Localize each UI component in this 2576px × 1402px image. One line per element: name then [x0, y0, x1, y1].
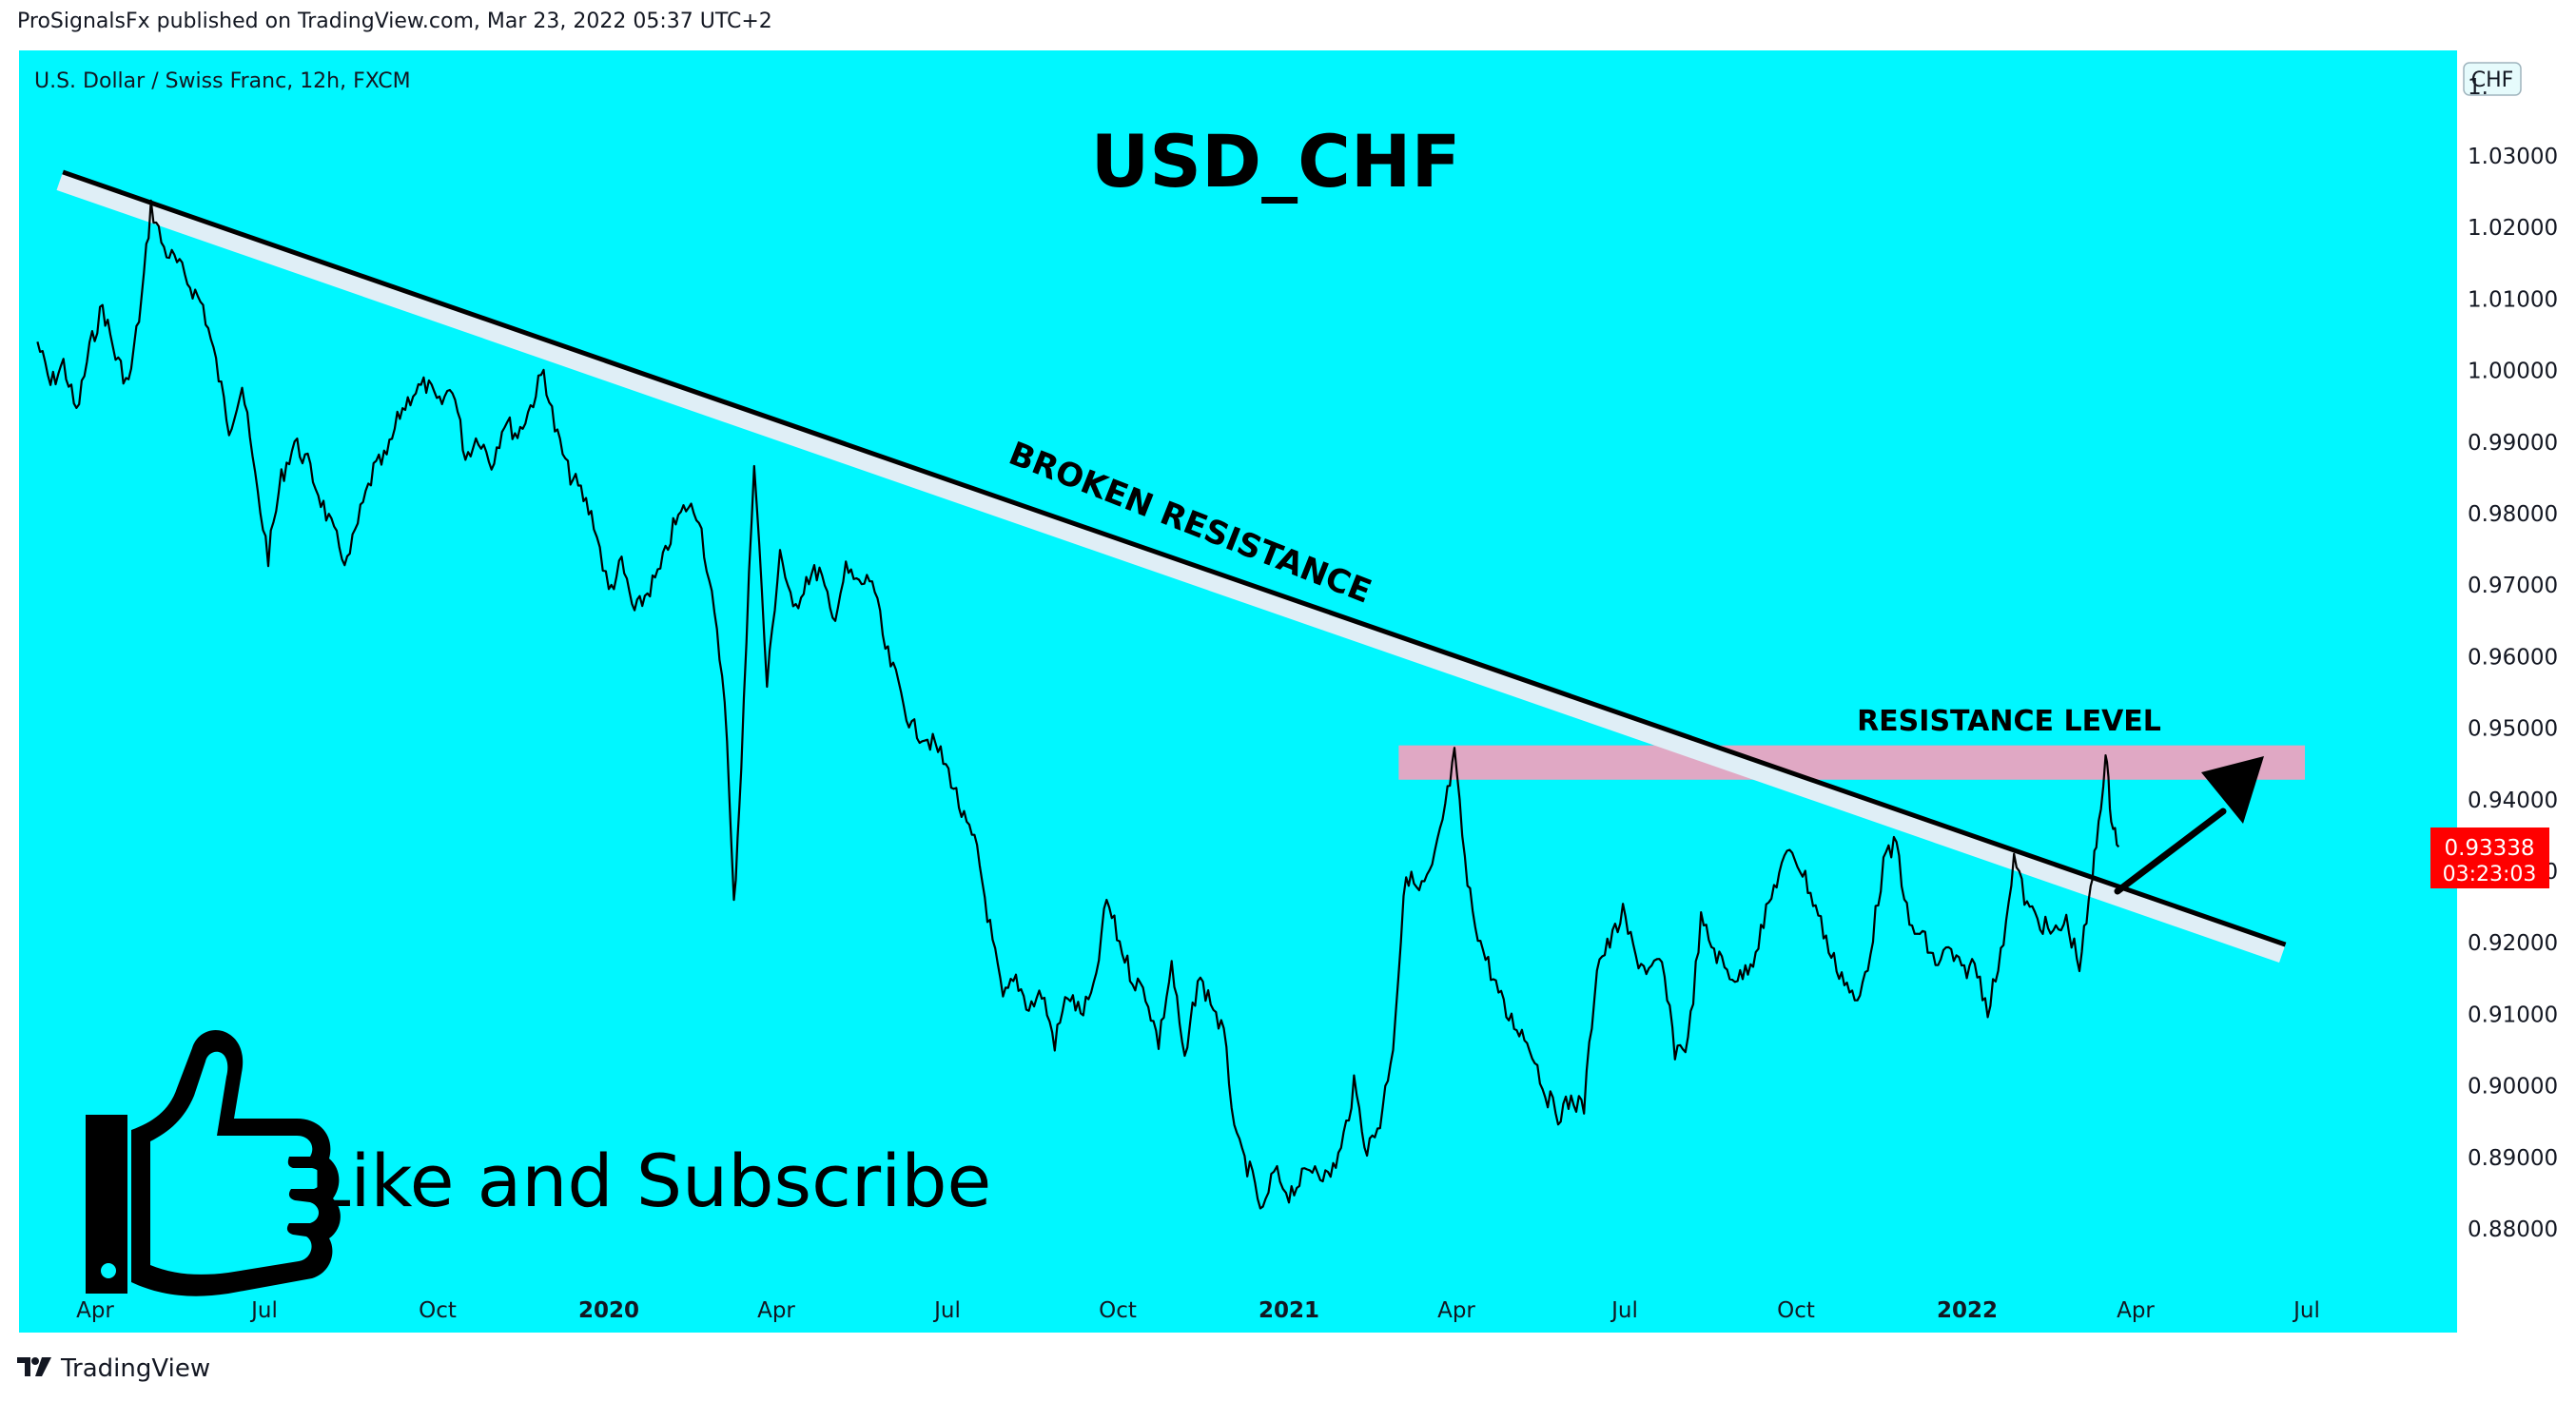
y-tick-label: 0.92000 — [2468, 931, 2558, 956]
x-tick-label: Jul — [932, 1298, 961, 1323]
y-tick-label: 0.91000 — [2468, 1003, 2558, 1027]
y-tick-label: 0.88000 — [2468, 1217, 2558, 1242]
x-tick-label: Jul — [2292, 1298, 2320, 1323]
x-tick-label: Jul — [249, 1298, 278, 1323]
currency-badge[interactable]: CHF — [2463, 62, 2522, 96]
resistance-zone-group — [1398, 745, 2306, 780]
x-tick-label: Apr — [76, 1298, 114, 1323]
current-price-tag: 0.93338 03:23:03 — [2430, 828, 2549, 888]
y-tick-label: 0.89000 — [2468, 1146, 2558, 1171]
thumbs-up-icon — [86, 1029, 341, 1296]
y-tick-label: 0.96000 — [2468, 645, 2558, 670]
x-tick-label: Oct — [1099, 1298, 1137, 1323]
y-tick-label: 0.98000 — [2468, 502, 2558, 527]
y-tick-label: 1.03000 — [2468, 145, 2558, 169]
y-tick-label: 1.02000 — [2468, 216, 2558, 241]
y-tick-label: 0.97000 — [2468, 574, 2558, 598]
price-scale[interactable] — [2457, 50, 2559, 1333]
current-price-countdown: 03:23:03 — [2443, 863, 2537, 886]
price-series-group — [36, 199, 2120, 1210]
y-tick-label: 1.00000 — [2468, 360, 2558, 384]
currency-badge-label: CHF — [2471, 68, 2514, 92]
x-tick-label: Apr — [757, 1298, 795, 1323]
trendline-group — [56, 169, 2287, 963]
x-tick-label: 2022 — [1937, 1298, 1998, 1323]
current-price-value: 0.93338 — [2444, 836, 2534, 861]
x-tick-label: Oct — [419, 1298, 457, 1323]
current-price-tag-bg — [2430, 828, 2549, 888]
x-axis: Apr Jul Oct 2020 Apr Jul Oct 2021 Apr Jul Oct 2022 A… — [76, 1298, 2320, 1323]
x-tick-label: Apr — [1437, 1298, 1475, 1323]
x-tick-label: Oct — [1777, 1298, 1815, 1323]
x-tick-label: 2020 — [578, 1298, 639, 1323]
x-tick-label: Apr — [2117, 1298, 2155, 1323]
publisher-line: ProSignalsFx published on TradingView.co… — [17, 10, 772, 33]
y-tick-label: 0.99000 — [2468, 431, 2558, 456]
x-tick-label: Jul — [1610, 1298, 1638, 1323]
resistance-level-label: RESISTANCE LEVEL — [1857, 705, 2161, 738]
arrow-up-icon — [2114, 756, 2264, 895]
trendline[interactable] — [62, 169, 2287, 947]
tradingview-footer[interactable]: TradingView — [17, 1354, 210, 1383]
y-tick-label: 0.94000 — [2468, 789, 2558, 813]
tradingview-logo-icon — [17, 1354, 51, 1383]
chart-pane[interactable] — [19, 50, 2457, 1333]
like-subscribe-text: Like and Subscribe — [310, 1139, 991, 1223]
price-series[interactable] — [36, 199, 2120, 1210]
trendline-band[interactable] — [56, 170, 2287, 963]
resistance-zone[interactable] — [1398, 745, 2306, 780]
symbol-line: U.S. Dollar / Swiss Franc, 12h, FXCM — [34, 69, 411, 93]
tradingview-brand: TradingView — [61, 1354, 211, 1383]
chart-title: USD_CHF — [1091, 119, 1461, 204]
y-tick-label: 1.01000 — [2468, 287, 2558, 312]
x-tick-label: 2021 — [1259, 1298, 1319, 1323]
y-tick-label: 0.90000 — [2468, 1075, 2558, 1100]
y-tick-label: 0.95000 — [2468, 717, 2558, 742]
price-scale-top-partial: 1. — [2468, 75, 2488, 100]
